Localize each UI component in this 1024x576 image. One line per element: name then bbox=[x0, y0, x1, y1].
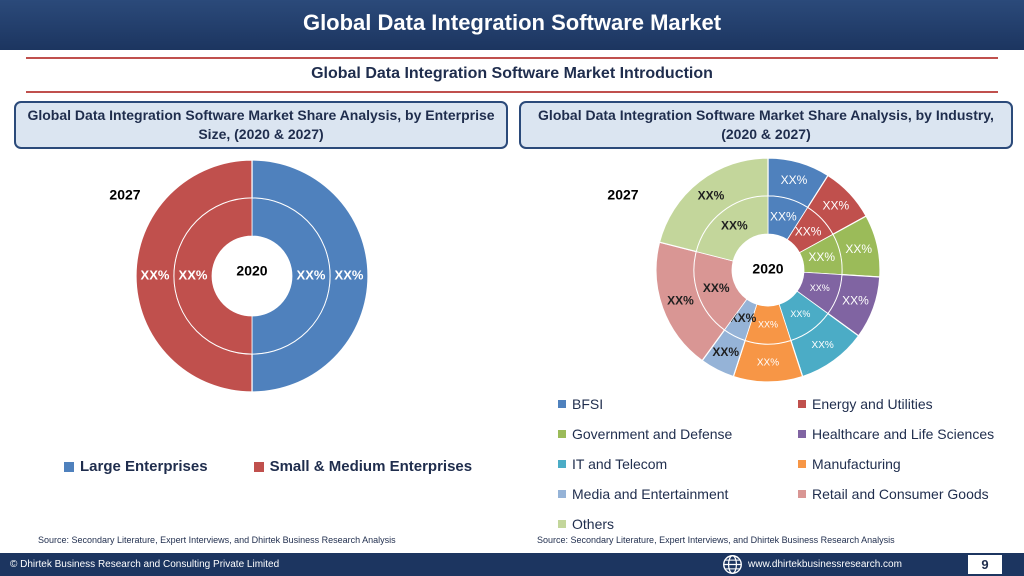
outer-label-bfsi: XX% bbox=[781, 173, 808, 187]
globe-icon bbox=[723, 555, 742, 574]
left-chart-title-box: Global Data Integration Software Market … bbox=[14, 101, 508, 149]
left-chart-title: Global Data Integration Software Market … bbox=[27, 107, 495, 142]
right-chart-title: Global Data Integration Software Market … bbox=[538, 107, 994, 142]
legend-label: Manufacturing bbox=[812, 456, 901, 472]
legend-swatch bbox=[798, 460, 806, 468]
inner-year-label-industry: 2020 bbox=[752, 261, 783, 277]
outer-label-manufacturing: XX% bbox=[757, 358, 779, 369]
inner-year-label: 2020 bbox=[236, 263, 267, 279]
legend-label: Media and Entertainment bbox=[572, 486, 729, 502]
footer-website-link[interactable]: www.dhirtekbusinessresearch.com bbox=[748, 559, 902, 570]
legend-swatch bbox=[253, 461, 264, 472]
outer-label-media-and-entertainment: XX% bbox=[712, 345, 739, 359]
footer-copyright: © Dhirtek Business Research and Consulti… bbox=[10, 559, 280, 570]
outer-label-healthcare-and-life-sciences: XX% bbox=[842, 294, 869, 308]
outer-year-label-industry: 2027 bbox=[607, 187, 638, 203]
right-chart-title-box: Global Data Integration Software Market … bbox=[519, 101, 1013, 149]
legend-item-it-and-telecom: IT and Telecom bbox=[558, 456, 667, 472]
header-bar bbox=[0, 0, 1024, 50]
outer-label-energy-and-utilities: XX% bbox=[822, 199, 849, 213]
inner-label-others: XX% bbox=[721, 219, 748, 233]
legend-label: Government and Defense bbox=[572, 426, 733, 442]
inner-label-large-enterprises: XX% bbox=[297, 267, 326, 282]
legend-item-government-and-defense: Government and Defense bbox=[558, 426, 732, 442]
outer-label-government-and-defense: XX% bbox=[845, 242, 872, 256]
page-title: Global Data Integration Software Market bbox=[302, 10, 722, 35]
legend-swatch bbox=[798, 430, 806, 438]
legend-label: Energy and Utilities bbox=[812, 396, 933, 412]
inner-label-manufacturing: XX% bbox=[758, 319, 778, 329]
legend-swatch bbox=[798, 490, 806, 498]
enterprise-size-legend: Large Enterprises Small & Medium Enterpri… bbox=[64, 458, 472, 475]
outer-label-large-enterprises: XX% bbox=[335, 267, 364, 282]
legend-item-large-enterprises: Large Enterprises bbox=[64, 458, 208, 475]
donut-hole-industry bbox=[732, 234, 804, 306]
legend-label: BFSI bbox=[572, 396, 604, 412]
legend-swatch bbox=[798, 400, 806, 408]
legend-label: Large Enterprises bbox=[80, 458, 208, 475]
outer-label-it-and-telecom: XX% bbox=[812, 340, 834, 351]
page-number: 9 bbox=[968, 555, 1002, 574]
legend-label: Others bbox=[572, 516, 615, 532]
legend-swatch bbox=[558, 490, 566, 498]
inner-label-energy-and-utilities: XX% bbox=[795, 225, 822, 239]
legend-item-small-medium-enterprises: Small & Medium Enterprises bbox=[253, 458, 473, 475]
legend-item-healthcare-and-life-sciences: Healthcare and Life Sciences bbox=[798, 426, 994, 442]
inner-label-media-and-entertainment: XX% bbox=[730, 311, 757, 325]
outer-label-others: XX% bbox=[698, 189, 725, 203]
inner-label-bfsi: XX% bbox=[770, 209, 797, 223]
legend-swatch bbox=[558, 460, 566, 468]
inner-label-government-and-defense: XX% bbox=[808, 250, 835, 264]
section-subtitle: Global Data Integration Software Market … bbox=[311, 65, 713, 82]
inner-slice-others bbox=[695, 195, 769, 262]
inner-label-healthcare-and-life-sciences: XX% bbox=[810, 283, 830, 293]
ring-separator bbox=[173, 197, 331, 355]
footer-bar bbox=[0, 553, 1024, 576]
legend-item-energy-and-utilities: Energy and Utilities bbox=[798, 396, 933, 412]
inner-label-small-medium-enterprises: XX% bbox=[179, 267, 208, 282]
legend-label: Healthcare and Life Sciences bbox=[812, 426, 995, 442]
inner-label-it-and-telecom: XX% bbox=[790, 309, 810, 319]
divider-bottom bbox=[26, 91, 998, 93]
legend-swatch bbox=[558, 430, 566, 438]
legend-item-media-and-entertainment: Media and Entertainment bbox=[558, 486, 728, 502]
outer-label-retail-and-consumer-goods: XX% bbox=[667, 294, 694, 308]
legend-label: Small & Medium Enterprises bbox=[269, 458, 473, 475]
legend-item-manufacturing: Manufacturing bbox=[798, 456, 901, 472]
source-note-right: Source: Secondary Literature, Expert Int… bbox=[537, 535, 895, 545]
source-note-left: Source: Secondary Literature, Expert Int… bbox=[38, 535, 396, 545]
donut-hole bbox=[212, 236, 292, 316]
legend-swatch bbox=[558, 520, 566, 528]
legend-label: IT and Telecom bbox=[572, 456, 668, 472]
divider-top bbox=[26, 57, 998, 59]
legend-item-others: Others bbox=[558, 516, 614, 532]
inner-label-retail-and-consumer-goods: XX% bbox=[703, 281, 730, 295]
legend-item-retail-and-consumer-goods: Retail and Consumer Goods bbox=[798, 486, 989, 502]
legend-swatch bbox=[558, 400, 566, 408]
outer-year-label: 2027 bbox=[109, 187, 140, 203]
legend-swatch bbox=[64, 461, 74, 472]
legend-label: Retail and Consumer Goods bbox=[812, 486, 989, 502]
outer-label-small-medium-enterprises: XX% bbox=[141, 267, 170, 282]
legend-item-bfsi: BFSI bbox=[558, 396, 603, 412]
